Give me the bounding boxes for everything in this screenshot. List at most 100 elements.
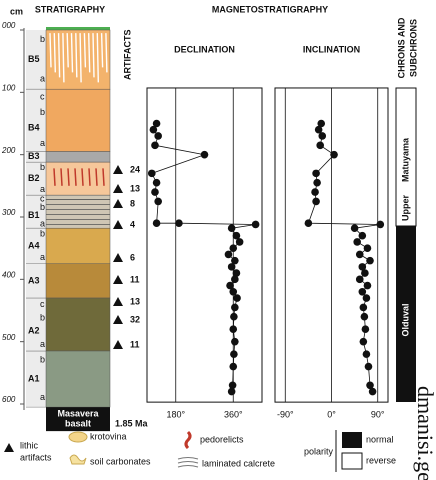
krotovina xyxy=(62,33,65,83)
panel-title: DECLINATION xyxy=(174,44,235,54)
depth-tick-label: 100 xyxy=(2,83,16,92)
data-point xyxy=(358,263,367,271)
basalt-label: Masavera xyxy=(57,408,99,418)
data-point xyxy=(251,220,260,229)
data-point xyxy=(154,132,162,140)
data-point xyxy=(360,312,369,321)
artifact-count: 13 xyxy=(130,183,140,193)
data-point xyxy=(226,281,234,290)
subunit-label: b xyxy=(40,202,45,212)
subunit-label: b xyxy=(40,162,45,172)
data-point xyxy=(311,188,319,196)
data-point xyxy=(229,244,238,252)
legend-text: reverse xyxy=(366,455,396,465)
magneto-title: MAGNETOSTRATIGRAPHY xyxy=(212,4,328,14)
data-point xyxy=(353,238,361,246)
calcrete-icon xyxy=(177,457,199,468)
unit-label: A1 xyxy=(28,373,40,383)
unit-label: A3 xyxy=(28,275,40,285)
subunit-label: a xyxy=(40,74,45,84)
reverse-swatch xyxy=(341,452,363,470)
subunit-label: b xyxy=(40,34,45,44)
subunit-label: c xyxy=(40,299,45,309)
legend-text: laminated calcrete xyxy=(202,458,275,468)
profile-line xyxy=(151,123,256,392)
data-point xyxy=(314,125,323,134)
data-point xyxy=(366,256,374,265)
depth-tick-label: 200 xyxy=(1,146,16,155)
subunit-label: c xyxy=(40,91,45,101)
legend-text: artifacts xyxy=(20,452,52,462)
subunit-label: a xyxy=(40,138,45,148)
depth-tick-label: 500 xyxy=(2,333,16,342)
data-point xyxy=(233,294,241,302)
basalt xyxy=(46,407,110,432)
basalt-label: basalt xyxy=(65,418,91,428)
data-point xyxy=(151,141,159,150)
subunit-label: a xyxy=(40,252,45,262)
layer xyxy=(45,227,111,264)
artifact-triangle xyxy=(113,275,123,284)
data-point xyxy=(304,219,313,228)
data-point xyxy=(361,325,370,334)
artifact-count: 4 xyxy=(130,219,135,229)
x-tick-label: 0° xyxy=(327,409,336,419)
krotovina xyxy=(88,33,91,73)
data-point xyxy=(358,288,367,296)
data-point xyxy=(231,256,239,265)
chrons-title: SUBCHRONS xyxy=(408,19,418,77)
layer xyxy=(45,161,111,196)
watermark: dmanisi.ge xyxy=(413,386,436,480)
layer xyxy=(45,88,111,152)
legend-text: lithic xyxy=(20,440,39,450)
artifact-triangle xyxy=(113,253,123,262)
subunit-label: b xyxy=(40,107,45,117)
unit-label: B3 xyxy=(28,151,40,161)
normal-chron xyxy=(396,226,416,402)
data-point xyxy=(231,275,239,284)
subunit-label: b xyxy=(40,229,45,239)
artifacts-title: ARTIFACTS xyxy=(122,30,132,81)
pedorelict xyxy=(81,168,84,186)
unit-label: B1 xyxy=(28,210,40,220)
data-point xyxy=(175,219,183,228)
unit-label: A4 xyxy=(28,240,40,250)
data-point xyxy=(152,119,161,128)
depth-tick-label: 600 xyxy=(2,395,16,404)
data-point xyxy=(149,125,158,134)
data-point xyxy=(200,150,209,159)
normal-swatch xyxy=(342,432,362,448)
subunit-label: b xyxy=(40,312,45,322)
data-point xyxy=(229,325,238,334)
layer xyxy=(45,194,111,229)
artifact-triangle xyxy=(113,184,123,193)
krotovina xyxy=(49,33,52,68)
artifact-count: 11 xyxy=(130,274,140,284)
layer xyxy=(45,151,111,163)
depth-tick-label: 400 xyxy=(2,270,16,279)
data-point xyxy=(359,337,368,346)
unit-label: A2 xyxy=(28,326,40,336)
artifact-triangle xyxy=(113,165,123,174)
pedorelict xyxy=(67,168,70,186)
label-column xyxy=(26,30,46,407)
data-point xyxy=(318,132,327,140)
pedorelict-icon xyxy=(184,430,192,450)
data-point xyxy=(231,303,239,312)
krotovina xyxy=(105,33,108,73)
artifact-count: 24 xyxy=(130,164,140,174)
artifact-triangle xyxy=(113,220,123,229)
surface xyxy=(46,27,110,32)
data-point xyxy=(235,238,244,246)
subunit-label: a xyxy=(40,392,45,402)
data-point xyxy=(368,387,377,396)
panel xyxy=(146,87,263,403)
pedorelict xyxy=(88,168,91,186)
legend-text: soil carbonates xyxy=(90,456,151,466)
chrons-title: CHRONS AND xyxy=(396,17,406,78)
legend-text: polarity xyxy=(304,446,334,456)
data-point xyxy=(362,350,371,358)
layer xyxy=(45,29,111,90)
carbonate-icon xyxy=(69,454,87,465)
artifact-triangle xyxy=(113,297,123,306)
